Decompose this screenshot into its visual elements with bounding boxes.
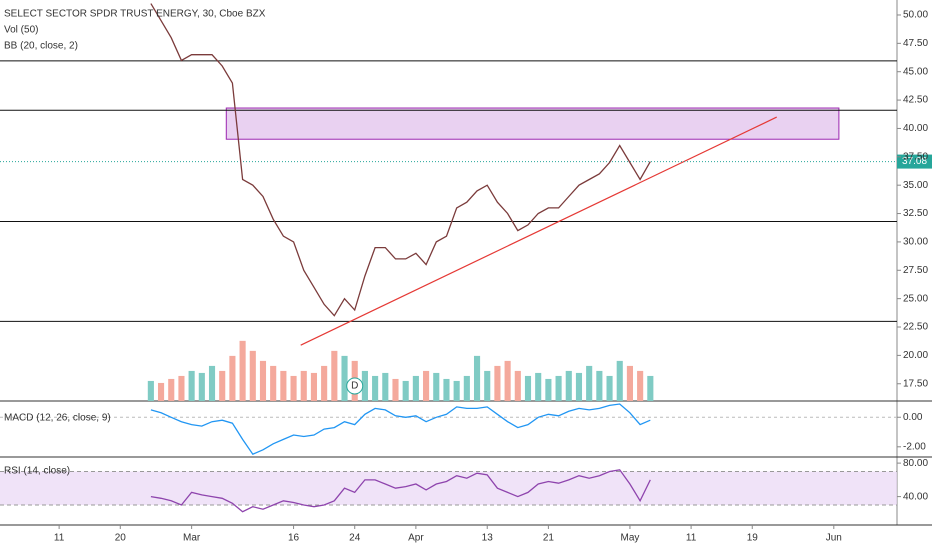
y-tick-label: 45.00	[903, 66, 928, 77]
volume-bar	[270, 365, 277, 401]
volume-bar	[647, 375, 654, 401]
y-tick-label: 40.00	[903, 491, 928, 502]
volume-bar	[361, 370, 368, 401]
volume-bar	[412, 375, 419, 401]
y-tick-label: 47.50	[903, 38, 928, 49]
volume-bar	[524, 375, 532, 401]
volume-bar	[147, 380, 154, 401]
volume-bar	[555, 375, 562, 401]
rsi-line	[150, 469, 651, 513]
volume-bar	[249, 350, 256, 401]
y-tick-label: 35.00	[903, 180, 928, 191]
last-price-label: 37.08	[902, 156, 927, 167]
x-tick-label: 20	[115, 533, 127, 544]
volume-bar	[310, 372, 318, 401]
volume-bar	[168, 378, 175, 401]
volume-bar	[504, 360, 511, 401]
x-tick-label: May	[620, 533, 639, 544]
volume-bar	[545, 378, 552, 401]
volume-bar	[372, 375, 379, 401]
volume-bar	[596, 370, 603, 401]
x-tick-label: Apr	[408, 533, 424, 544]
resistance-zone	[225, 107, 840, 140]
x-tick-label: Jun	[826, 533, 842, 544]
volume-bar	[300, 370, 307, 401]
volume-bar	[157, 382, 165, 401]
volume-bar	[453, 380, 460, 401]
volume-bar	[423, 370, 430, 401]
last-price-tag	[897, 154, 932, 169]
y-tick-label: 32.50	[903, 208, 928, 219]
x-tick-label: 11	[54, 533, 65, 544]
volume-bar	[586, 365, 593, 401]
volume-bar	[239, 340, 246, 401]
volume-bar	[565, 370, 572, 401]
volume-bar	[433, 372, 440, 401]
y-tick-label: 37.50	[903, 151, 928, 162]
indicator-label: BB (20, close, 2)	[4, 41, 78, 52]
y-tick-label: 27.50	[903, 265, 928, 276]
volume-bar	[575, 372, 583, 401]
volume-bar	[443, 378, 450, 401]
volume-bar	[341, 355, 348, 401]
volume-bar	[484, 370, 491, 401]
x-tick-label: Mar	[183, 533, 201, 544]
macd-line	[150, 403, 651, 456]
pane-title: MACD (12, 26, close, 9)	[4, 413, 111, 424]
x-tick-label: 24	[349, 533, 361, 544]
x-tick-label: 13	[482, 533, 494, 544]
volume-bar	[402, 380, 409, 401]
x-tick-label: 11	[686, 533, 697, 544]
volume-bar	[208, 365, 216, 401]
volume-bar	[280, 370, 287, 401]
volume-bar	[514, 370, 521, 401]
volume-bar	[392, 378, 399, 401]
volume-bar	[626, 365, 633, 401]
volume-bar	[382, 372, 389, 401]
volume-bar	[606, 375, 613, 401]
volume-bar	[473, 355, 481, 401]
volume-bar	[637, 370, 644, 401]
volume-bar	[198, 372, 205, 401]
dividend-marker	[346, 377, 364, 395]
volume-bar	[259, 360, 267, 401]
volume-bar	[463, 375, 470, 401]
volume-bar	[321, 365, 328, 401]
price-line	[150, 3, 651, 317]
dividend-label: D	[351, 381, 358, 392]
y-tick-label: 40.00	[903, 123, 928, 134]
volume-bar	[188, 370, 195, 401]
volume-bar	[178, 375, 185, 401]
y-tick-label: -2.00	[903, 441, 926, 452]
volume-bar	[494, 365, 501, 401]
volume-bar	[219, 370, 226, 401]
volume-bar	[229, 355, 236, 401]
y-tick-label: 20.00	[903, 350, 928, 361]
y-tick-label: 17.50	[903, 378, 928, 389]
y-tick-label: 30.00	[903, 237, 928, 248]
volume-bar	[331, 350, 338, 401]
x-tick-label: 16	[288, 533, 300, 544]
x-tick-label: 19	[747, 533, 759, 544]
y-tick-label: 0.00	[903, 412, 923, 423]
x-tick-label: 21	[543, 533, 555, 544]
y-tick-label: 25.00	[903, 293, 928, 304]
trendline	[300, 116, 777, 346]
pane-title: RSI (14, close)	[4, 466, 70, 477]
indicator-label: Vol (50)	[4, 25, 38, 36]
y-tick-label: 22.50	[903, 322, 928, 333]
rsi-band	[0, 471, 897, 505]
y-tick-label: 42.50	[903, 95, 928, 106]
volume-bar	[535, 372, 542, 401]
y-tick-label: 50.00	[903, 10, 928, 21]
volume-bar	[290, 375, 297, 401]
y-tick-label: 80.00	[903, 458, 928, 469]
pane-title: SELECT SECTOR SPDR TRUST ENERGY, 30, Cbo…	[4, 9, 266, 20]
volume-bar	[616, 360, 623, 401]
